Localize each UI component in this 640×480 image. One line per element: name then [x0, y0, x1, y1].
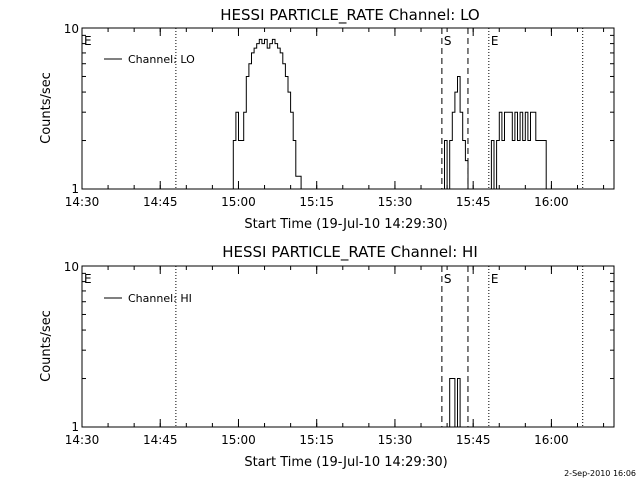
chart-title: HESSI PARTICLE_RATE Channel: LO	[220, 6, 479, 25]
panel-hi: HESSI PARTICLE_RATE Channel: HI Counts/s…	[39, 243, 615, 470]
legend-entry: Channel: HI	[128, 292, 192, 305]
y-axis-label: Counts/sec	[39, 72, 54, 144]
x-tick-label: 15:45	[456, 433, 491, 447]
plot-frame	[81, 265, 615, 428]
x-tick-label: 15:15	[299, 195, 334, 209]
x-axis-label: Start Time (19-Jul-10 14:29:30)	[244, 217, 447, 232]
x-tick-label: 16:00	[534, 433, 569, 447]
series-line-hi	[447, 378, 461, 428]
x-tick-label: 15:30	[378, 433, 413, 447]
time-marker-label: E	[84, 272, 92, 286]
time-marker-label: S	[444, 34, 452, 48]
time-marker-label: E	[84, 34, 92, 48]
y-tick-label-10: 10	[64, 22, 79, 36]
legend-entry: Channel: LO	[128, 53, 195, 66]
x-tick-label: 16:00	[534, 195, 569, 209]
legend: Channel: HI	[104, 292, 192, 305]
x-tick-label: 15:00	[221, 433, 256, 447]
x-tick-label: 15:15	[299, 433, 334, 447]
plot-frame	[81, 27, 615, 190]
x-tick-label: 14:30	[65, 195, 100, 209]
y-tick-label-10: 10	[64, 260, 79, 274]
legend: Channel: LO	[104, 53, 195, 66]
footer-timestamp: 2-Sep-2010 16:06	[564, 469, 636, 478]
x-tick-label: 14:45	[143, 433, 178, 447]
x-tick-label: 14:30	[65, 433, 100, 447]
x-tick-label: 15:30	[378, 195, 413, 209]
x-axis-label: Start Time (19-Jul-10 14:29:30)	[244, 455, 447, 470]
y-tick-label-1: 1	[71, 420, 79, 434]
x-tick-label: 15:45	[456, 195, 491, 209]
series-line-lo	[228, 38, 549, 190]
panel-lo: HESSI PARTICLE_RATE Channel: LO Counts/s…	[39, 6, 615, 232]
x-tick-label: 15:00	[221, 195, 256, 209]
chart-title: HESSI PARTICLE_RATE Channel: HI	[222, 243, 478, 262]
y-tick-label-1: 1	[71, 182, 79, 196]
x-tick-label: 14:45	[143, 195, 178, 209]
time-marker-label: E	[491, 34, 499, 48]
time-marker-label: S	[444, 272, 452, 286]
y-axis-label: Counts/sec	[39, 310, 54, 382]
time-marker-label: E	[491, 272, 499, 286]
